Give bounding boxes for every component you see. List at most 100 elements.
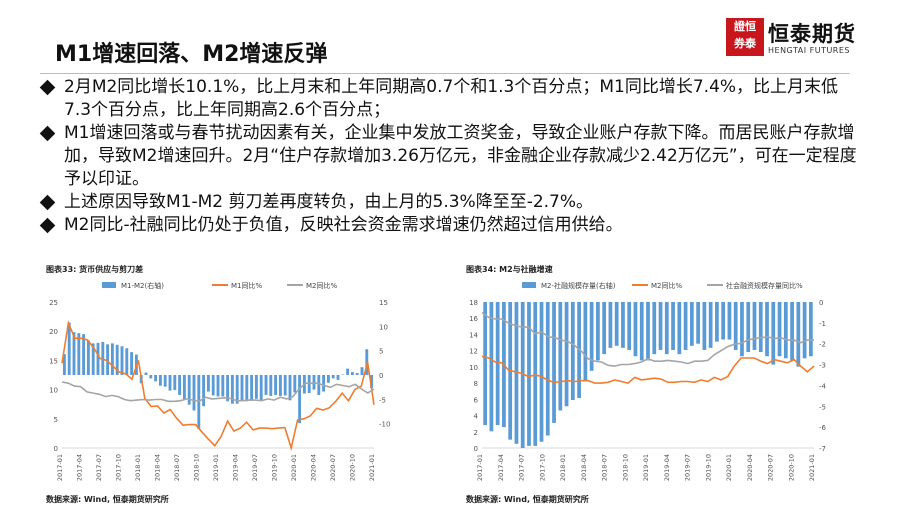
chart1-bar xyxy=(288,375,292,401)
chart1-x-tick: 2018-10 xyxy=(193,454,201,481)
chart2-bar xyxy=(771,302,776,365)
chart2-bar xyxy=(708,302,713,348)
chart1-line-a xyxy=(61,320,375,452)
chart2-bar xyxy=(790,302,794,361)
chart1-bar xyxy=(163,375,167,387)
chart1-left-tick: 25 xyxy=(49,299,58,307)
chart1-bar xyxy=(62,354,66,375)
chart1-bar xyxy=(259,375,263,401)
chart1-bar xyxy=(110,343,114,375)
chart2-bar xyxy=(702,302,707,350)
chart1-bar xyxy=(115,344,119,375)
chart1-bar xyxy=(101,341,105,375)
chart1-bar xyxy=(130,352,134,375)
chart2-right-tick: 0 xyxy=(819,299,823,307)
chart2-bar xyxy=(777,302,782,357)
company-logo: 證恒 券泰 恒泰期货 HENGTAI FUTURES xyxy=(726,14,876,70)
chart1-bar xyxy=(341,374,345,376)
chart1-bar xyxy=(293,375,297,393)
chart1-caption: 图表33: 货币供应与剪刀差 xyxy=(46,265,144,274)
chart1-bar xyxy=(322,375,326,392)
chart1-bar xyxy=(312,375,316,390)
chart2-bar xyxy=(652,302,657,355)
chart2-x-tick: 2017-01 xyxy=(476,454,484,481)
chart1-left-tick: 20 xyxy=(49,328,58,336)
chart1-x-tick: 2017-01 xyxy=(56,454,64,481)
chart1-right-tick: -10 xyxy=(379,421,390,429)
chart2-legend-label: M2同比% xyxy=(651,281,682,290)
chart2-bar xyxy=(520,302,525,448)
chart1-bar xyxy=(235,375,239,404)
chart2-x-tick: 2019-10 xyxy=(704,454,712,481)
chart1-bar xyxy=(187,375,191,405)
chart2-left-tick: 2 xyxy=(474,429,478,437)
chart1-bar xyxy=(211,375,215,396)
chart2-bar xyxy=(808,302,813,357)
bullet-text: 2月M2同比增长10.1%，比上月末和上年同期高0.7个和1.3个百分点；M1同… xyxy=(64,77,839,120)
chart2-bar xyxy=(658,302,663,350)
chart1-x-tick: 2020-01 xyxy=(290,454,298,481)
seal-row-1: 證恒 xyxy=(734,20,756,33)
title-divider xyxy=(40,73,850,74)
chart1-bar xyxy=(240,375,244,401)
chart2-left-tick: 0 xyxy=(474,445,478,453)
chart2-legend-label: M2-社融规模存量(右轴) xyxy=(541,281,616,290)
chart2-bar xyxy=(715,302,719,342)
chart2-x-tick: 2018-04 xyxy=(580,454,588,481)
chart1-x-tick: 2018-07 xyxy=(173,454,181,481)
chart1-x-tick: 2019-07 xyxy=(251,454,259,481)
chart2-right-tick: -1 xyxy=(819,320,826,328)
chart2-bar xyxy=(489,302,494,432)
chart2-line-a xyxy=(481,355,815,384)
chart1-bar xyxy=(370,375,374,389)
chart2-x-tick: 2019-01 xyxy=(642,454,650,481)
chart1-bar xyxy=(264,375,268,395)
chart1-bar xyxy=(149,375,153,379)
chart1-right-tick: 15 xyxy=(379,299,388,307)
chart1-bar xyxy=(202,375,206,407)
chart2-bar xyxy=(639,302,644,361)
chart1-bar xyxy=(254,375,258,399)
chart2-legend-label: 社会融资规模存量同比% xyxy=(726,281,803,290)
bullet-item: M1增速回落或与春节扰动因素有关，企业集中发放工资奖金，导致企业账户存款下降。而… xyxy=(38,122,858,191)
chart2-left-tick: 14 xyxy=(469,331,478,339)
chart2-x-tick: 2018-10 xyxy=(621,454,629,481)
chart2-x-tick: 2020-01 xyxy=(725,454,733,481)
chart1-bar xyxy=(317,375,321,395)
chart2-bar xyxy=(527,302,531,446)
chart1-bar xyxy=(86,340,90,375)
chart1-legend-swatch xyxy=(102,282,116,288)
chart2-bar xyxy=(614,302,619,346)
chart1-x-tick: 2018-04 xyxy=(154,454,162,481)
chart1-line-b xyxy=(61,381,375,403)
chart2-bar xyxy=(758,302,763,353)
chart1-bar xyxy=(230,375,234,404)
chart2-x-tick: 2017-10 xyxy=(538,454,546,481)
chart1-bar xyxy=(283,375,287,396)
chart1-legend-label: M1-M2(右轴) xyxy=(121,281,164,290)
chart1-x-tick: 2020-10 xyxy=(349,454,357,481)
diamond-bullet-icon xyxy=(39,79,56,96)
chart1-bar xyxy=(96,342,100,375)
chart1-bar xyxy=(307,375,311,394)
chart1-right-tick: -5 xyxy=(379,396,386,404)
chart2-right-tick: -6 xyxy=(819,424,827,432)
bullet-item: 上述原因导致M1-M2 剪刀差再度转负，由上月的5.3%降至至-2.7%。 xyxy=(38,191,858,214)
chart1-left-tick: 10 xyxy=(49,387,58,395)
chart2-bar xyxy=(721,302,726,340)
chart2-bar xyxy=(783,302,788,359)
chart2-bar xyxy=(495,302,500,426)
chart1-x-tick: 2021-01 xyxy=(368,454,376,481)
chart2-left-tick: 12 xyxy=(469,348,478,356)
chart1-bar xyxy=(331,375,335,379)
chart1-bar xyxy=(91,343,95,375)
chart1-bar xyxy=(82,334,86,375)
chart1-left-tick: 0 xyxy=(54,445,58,453)
chart2-bar xyxy=(646,302,650,361)
chart1-bar xyxy=(173,375,177,391)
chart1-bar xyxy=(298,375,302,424)
chart2-x-tick: 2020-07 xyxy=(767,454,775,481)
chart1-bar xyxy=(346,368,350,375)
chart1-legend-label: M1同比% xyxy=(231,281,262,290)
chart2-bar xyxy=(602,302,607,355)
